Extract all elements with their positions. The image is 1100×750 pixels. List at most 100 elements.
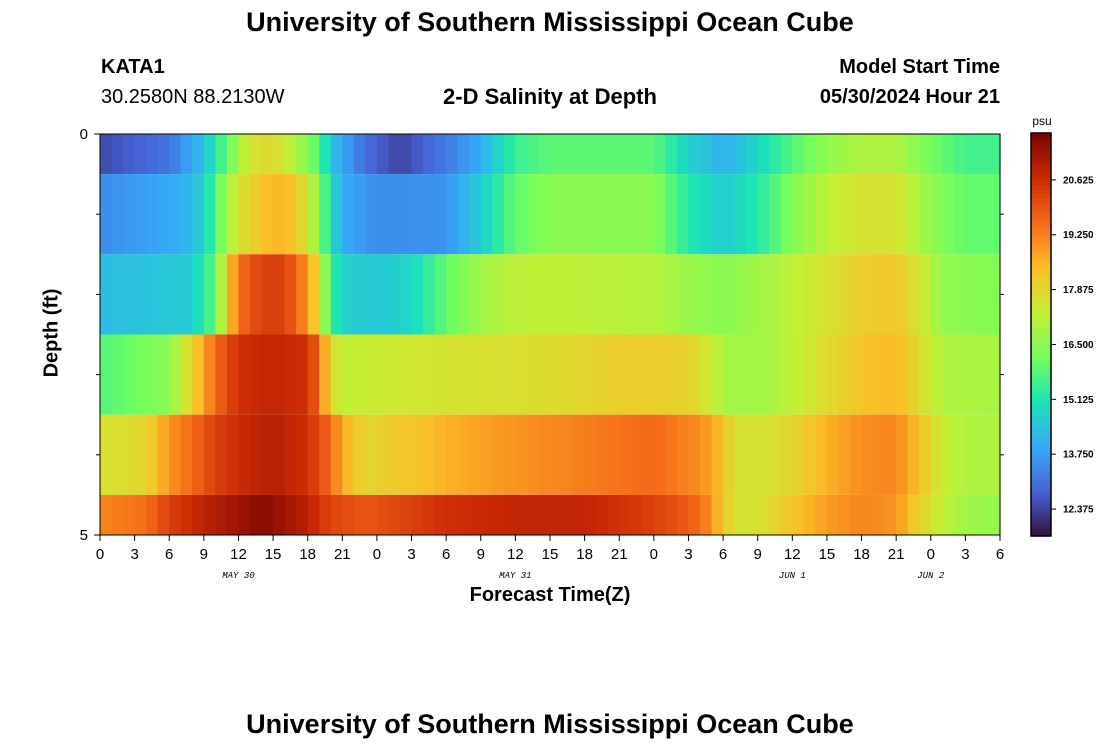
heatmap-cell-layer3-hour47 xyxy=(642,254,655,335)
heatmap-cell-layer2-hour13 xyxy=(250,174,263,255)
colorbar-segment xyxy=(1031,282,1051,287)
colorbar-segment xyxy=(1031,322,1051,328)
heatmap-cell-layer3-hour9 xyxy=(203,254,216,335)
heatmap-cell-layer2-hour8 xyxy=(192,174,205,255)
heatmap-cell-layer1-hour64 xyxy=(838,134,851,175)
colorbar-tick-label: 12.375 xyxy=(1063,505,1094,516)
heatmap-cell-layer6-hour50 xyxy=(676,494,690,535)
heatmap-cell-layer2-hour53 xyxy=(711,174,724,255)
colorbar-segment xyxy=(1031,499,1051,505)
heatmap-cell-layer5-hour76 xyxy=(976,414,990,495)
heatmap-cell-layer6-hour30 xyxy=(446,494,459,535)
x-tick-label: 0 xyxy=(373,546,381,563)
x-tick-label: 15 xyxy=(265,546,282,563)
heatmap-cell-layer6-hour43 xyxy=(596,494,609,535)
heatmap-cell-layer3-hour35 xyxy=(503,254,516,335)
heatmap-cell-layer1-hour4 xyxy=(146,134,159,175)
heatmap-cell-layer2-hour42 xyxy=(584,174,597,255)
colorbar-segment xyxy=(1031,346,1051,352)
heatmap-cell-layer5-hour3 xyxy=(134,414,147,495)
heatmap-cell-layer6-hour26 xyxy=(400,494,413,535)
colorbar-segment xyxy=(1031,245,1051,251)
heatmap-cell-layer6-hour68 xyxy=(884,494,897,535)
colorbar-segment xyxy=(1031,495,1051,501)
heatmap-cell-layer6-hour33 xyxy=(480,494,493,535)
heatmap-cell-layer4-hour25 xyxy=(388,334,401,415)
heatmap-cell-layer1-hour7 xyxy=(180,134,193,175)
heatmap-cell-layer2-hour74 xyxy=(953,174,966,255)
heatmap-cell-layer6-hour66 xyxy=(861,494,874,535)
heatmap-cell-layer6-hour70 xyxy=(907,494,920,535)
heatmap-cell-layer5-hour62 xyxy=(815,414,828,495)
heatmap-cell-layer4-hour29 xyxy=(434,334,447,415)
heatmap-cell-layer5-hour12 xyxy=(238,414,251,495)
colorbar-segment xyxy=(1031,394,1051,400)
heatmap-cell-layer6-hour38 xyxy=(538,494,551,535)
colorbar-segment xyxy=(1031,233,1051,239)
colorbar-segment xyxy=(1031,225,1051,231)
colorbar-segment xyxy=(1031,503,1051,509)
x-tick-label: 0 xyxy=(927,546,935,563)
x-day-label: MAY 30 xyxy=(222,571,255,581)
heatmap-cell-layer5-hour65 xyxy=(850,414,863,495)
heatmap-cell-layer2-hour16 xyxy=(284,174,297,255)
heatmap-cell-layer4-hour16 xyxy=(284,334,297,415)
colorbar-segment xyxy=(1031,278,1051,283)
colorbar-segment xyxy=(1031,157,1051,162)
heatmap-cell-layer5-hour2 xyxy=(123,414,136,495)
heatmap-cell-layer1-hour46 xyxy=(630,134,643,175)
heatmap-cell-layer6-hour60 xyxy=(792,494,805,535)
heatmap-cell-layer4-hour0 xyxy=(100,334,113,415)
colorbar-segment xyxy=(1031,330,1051,336)
colorbar-segment xyxy=(1031,398,1051,404)
heatmap-cell-layer3-hour25 xyxy=(388,254,401,335)
heatmap-cell-layer5-hour41 xyxy=(573,414,586,495)
heatmap-cell-layer4-hour11 xyxy=(226,334,240,415)
colorbar-segment xyxy=(1031,193,1051,199)
heatmap-cell-layer6-hour21 xyxy=(342,494,355,535)
heatmap-cell-layer6-hour32 xyxy=(469,494,482,535)
heatmap-cell-layer1-hour54 xyxy=(723,134,736,175)
heatmap-cell-layer5-hour24 xyxy=(376,414,390,495)
colorbar-segment xyxy=(1031,229,1051,235)
heatmap-cell-layer2-hour48 xyxy=(653,174,666,255)
heatmap-cell-layer1-hour53 xyxy=(711,134,724,175)
heatmap-cell-layer1-hour23 xyxy=(365,134,378,175)
heatmap-cell-layer1-hour66 xyxy=(861,134,874,175)
heatmap-cell-layer3-hour5 xyxy=(157,254,170,335)
colorbar-segment xyxy=(1031,419,1051,424)
colorbar-segment xyxy=(1031,237,1051,243)
heatmap-cell-layer2-hour41 xyxy=(573,174,586,255)
heatmap-cell-layer6-hour51 xyxy=(688,494,701,535)
heatmap-cell-layer6-hour22 xyxy=(353,494,366,535)
heatmap-cell-layer6-hour65 xyxy=(850,494,863,535)
heatmap-cell-layer3-hour75 xyxy=(965,254,978,335)
heatmap-cell-layer2-hour14 xyxy=(261,174,274,255)
x-tick-label: 9 xyxy=(200,546,208,563)
heatmap-cell-layer1-hour51 xyxy=(688,134,701,175)
heatmap-cell-layer5-hour39 xyxy=(550,414,563,495)
heatmap-cell-layer3-hour14 xyxy=(261,254,274,335)
heatmap-cell-layer1-hour8 xyxy=(192,134,205,175)
heatmap-cell-layer2-hour26 xyxy=(400,174,413,255)
heatmap-cell-layer3-hour43 xyxy=(596,254,609,335)
colorbar-segment xyxy=(1031,463,1051,469)
heatmap-cell-layer5-hour50 xyxy=(676,414,690,495)
heatmap-cell-layer5-hour35 xyxy=(503,414,516,495)
colorbar-segment xyxy=(1031,314,1051,319)
heatmap-cell-layer4-hour24 xyxy=(376,334,390,415)
colorbar-tick-label: 20.625 xyxy=(1063,175,1094,186)
colorbar-segment xyxy=(1031,515,1051,521)
heatmap-cell-layer4-hour23 xyxy=(365,334,378,415)
colorbar-segment xyxy=(1031,213,1051,219)
x-tick-label: 12 xyxy=(784,546,801,563)
colorbar-segment xyxy=(1031,407,1051,412)
heatmap-cell-layer3-hour24 xyxy=(376,254,390,335)
heatmap-cell-layer2-hour21 xyxy=(342,174,355,255)
heatmap-cell-layer2-hour38 xyxy=(538,174,551,255)
heatmap-cell-layer3-hour29 xyxy=(434,254,447,335)
colorbar-segment xyxy=(1031,298,1051,303)
heatmap-cell-layer2-hour23 xyxy=(365,174,378,255)
heatmap-cell-layer2-hour67 xyxy=(873,174,886,255)
heatmap-cell-layer6-hour37 xyxy=(526,494,540,535)
